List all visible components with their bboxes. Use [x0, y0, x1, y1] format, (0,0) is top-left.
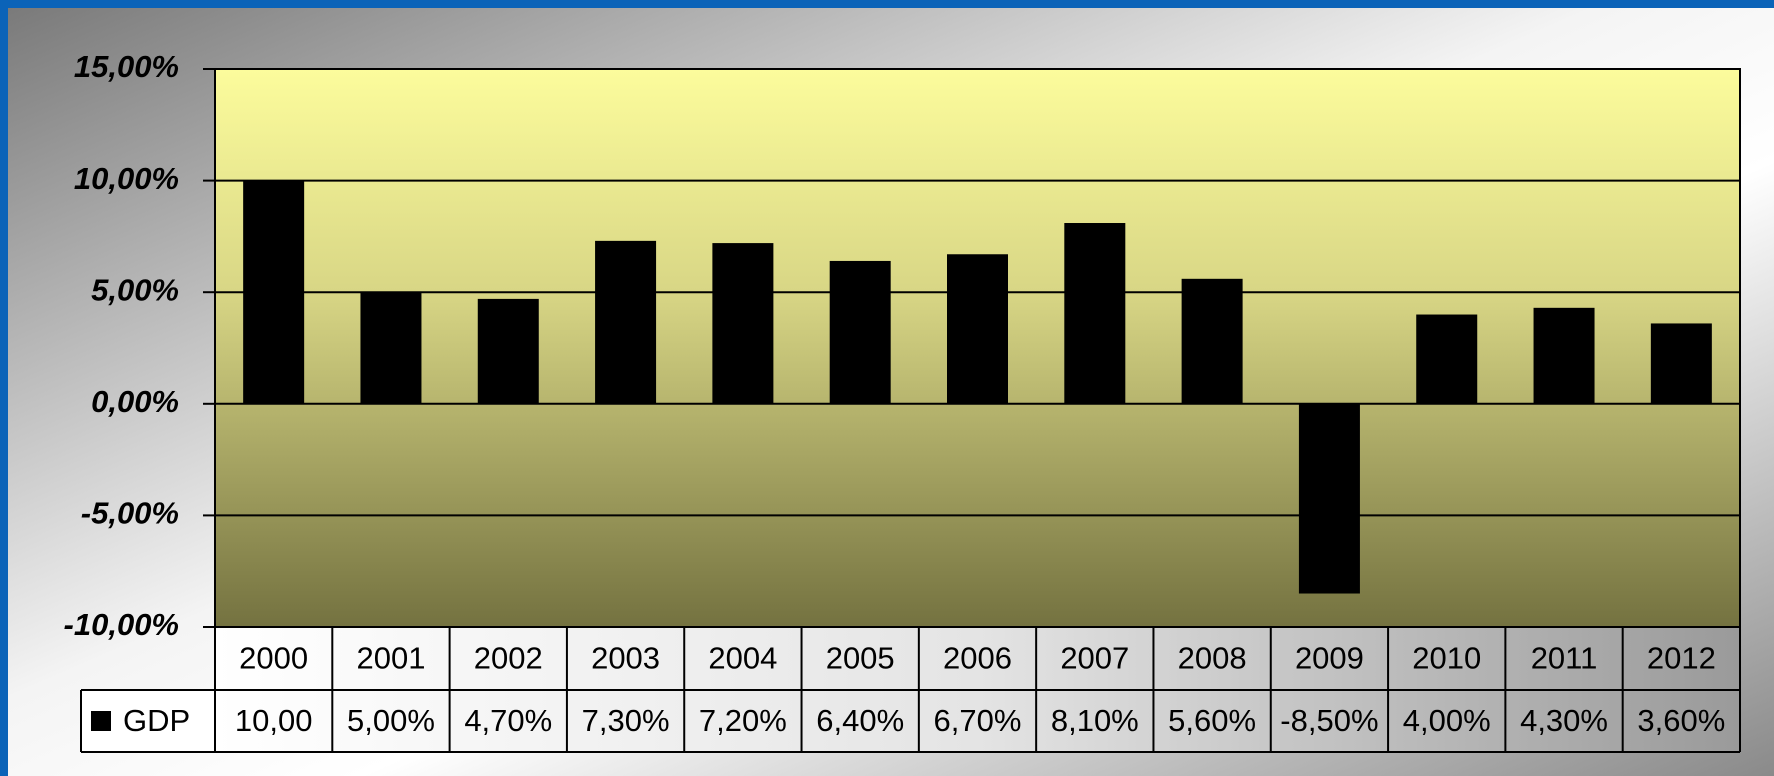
table-value: 8,10%	[1051, 703, 1139, 738]
table-value: 3,60%	[1637, 703, 1725, 738]
bar	[947, 254, 1008, 404]
bar	[477, 298, 539, 404]
table-value: 4,00%	[1403, 703, 1491, 738]
legend-key	[91, 711, 111, 731]
bar	[1064, 223, 1126, 404]
y-tick-label: -5,00%	[81, 496, 179, 531]
x-tick-label: 2005	[826, 641, 895, 676]
table-value: 7,20%	[699, 703, 787, 738]
x-tick-label: 2004	[708, 641, 777, 676]
bar	[1298, 403, 1360, 594]
table-value: -8,50%	[1280, 703, 1378, 738]
bar	[1181, 278, 1243, 404]
y-tick-label: 10,00%	[74, 161, 179, 196]
x-tick-label: 2009	[1295, 641, 1364, 676]
y-tick-label: 15,00%	[74, 49, 179, 84]
bar	[243, 180, 305, 404]
bar	[1416, 314, 1478, 404]
x-tick-label: 2010	[1412, 641, 1481, 676]
table-value: 5,60%	[1168, 703, 1256, 738]
table-value: 6,40%	[816, 703, 904, 738]
x-tick-label: 2003	[591, 641, 660, 676]
bar	[1533, 307, 1595, 404]
bar	[829, 260, 891, 404]
y-tick-label: 0,00%	[91, 384, 179, 419]
table-value: 4,30%	[1520, 703, 1608, 738]
table-value: 6,70%	[934, 703, 1022, 738]
x-tick-label: 2008	[1178, 641, 1247, 676]
bar	[1650, 323, 1712, 404]
table-value: 7,30%	[582, 703, 670, 738]
x-tick-label: 2000	[239, 641, 308, 676]
table-value: 4,70%	[464, 703, 552, 738]
table-value: 5,00%	[347, 703, 435, 738]
x-tick-label: 2007	[1060, 641, 1129, 676]
x-tick-label: 2001	[356, 641, 425, 676]
bar	[360, 292, 422, 404]
x-tick-label: 2011	[1531, 641, 1598, 676]
bar	[595, 240, 657, 404]
y-tick-label: 5,00%	[91, 272, 179, 307]
table-value: 10,00	[235, 703, 313, 738]
x-tick-label: 2012	[1647, 641, 1716, 676]
y-tick-label: -10,00%	[64, 607, 179, 642]
x-tick-label: 2002	[474, 641, 543, 676]
bar	[712, 243, 774, 404]
legend-label: GDP	[123, 703, 190, 738]
x-tick-label: 2006	[943, 641, 1012, 676]
